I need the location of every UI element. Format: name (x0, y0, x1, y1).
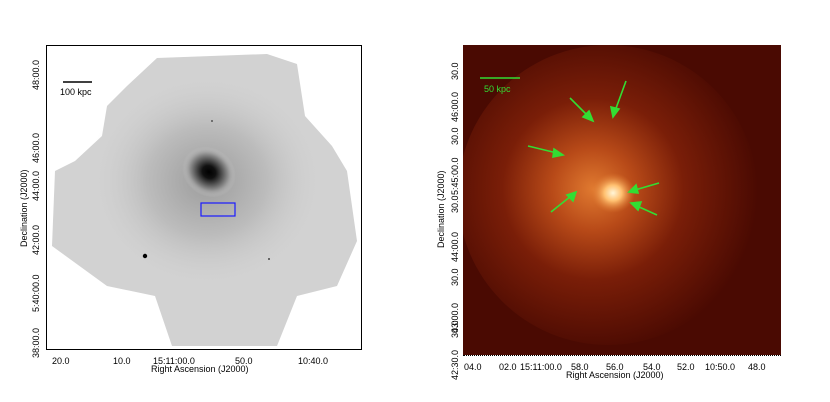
x-tick-label: 56.0 (606, 362, 624, 372)
scale-bar-label: 50 kpc (484, 84, 511, 94)
right-xray-image (463, 45, 781, 355)
x-tick-label: 02.0 (499, 362, 517, 372)
y-tick-label: 30.0 (450, 320, 460, 338)
y-tick-label: 30.0 (450, 195, 460, 213)
x-tick-label: 15:11:00.0 (153, 356, 195, 366)
x-tick-label: 48.0 (748, 362, 766, 372)
left-optical-image (52, 54, 357, 346)
y-tick-label: 42:00.0 (31, 224, 41, 255)
scale-bar-label: 100 kpc (60, 87, 92, 97)
y-tick-label: 38:00.0 (31, 327, 41, 358)
y-tick-label: 44:00.0 (31, 170, 41, 201)
x-tick-label: 52.0 (677, 362, 695, 372)
right-plot-frame: 50 kpc (463, 45, 781, 355)
arrow-icon (629, 201, 658, 216)
y-axis-label: Declination (J2000) (436, 170, 446, 248)
y-tick-label: 48:00.0 (31, 59, 41, 90)
y-tick-label: 5:40:00.0 (31, 274, 41, 312)
y-tick-label: 30.0 (450, 268, 460, 286)
arrow-icon (569, 97, 595, 123)
x-tick-label: 04.0 (464, 362, 482, 372)
y-tick-label: 46:00.0 (31, 132, 41, 163)
x-tick-label: 10:50.0 (705, 362, 736, 372)
y-tick-label: 30.0 (450, 127, 460, 145)
arrow-icon (550, 190, 578, 213)
x-axis-label: Right Ascension (J2000) (151, 364, 249, 374)
right-panel: 50 kpc 04.0 02.0 15:11:00.0 58.0 56.0 54… (415, 0, 830, 402)
arrow-icon (627, 182, 660, 194)
y-tick-label: 44:00.0 (450, 231, 460, 262)
left-plot-frame: 100 kpc (46, 45, 362, 350)
x-tick-label: 10:40.0 (298, 356, 329, 366)
y-tick-label: 30.0 (450, 62, 460, 80)
galaxy-core (182, 146, 236, 198)
y-axis-label: Declination (J2000) (19, 169, 29, 247)
arrow-icon (609, 80, 627, 119)
y-tick-label: 5:45:00.0 (450, 157, 460, 195)
x-tick-label: 15:11:00.0 (520, 362, 562, 372)
arrow-icon (527, 145, 566, 159)
arrows (527, 80, 660, 216)
y-tick-label: 46:00.0 (450, 91, 460, 122)
x-tick-label: 10.0 (113, 356, 131, 366)
x-tick-label: 54.0 (643, 362, 661, 372)
y-tick-label: 42:30.0 (450, 349, 460, 380)
x-tick-label: 58.0 (571, 362, 589, 372)
xray-core (591, 173, 635, 213)
x-tick-label: 50.0 (235, 356, 253, 366)
frame-bottom-edge (463, 355, 781, 356)
x-axis-label: Right Ascension (J2000) (566, 370, 664, 380)
left-panel: 100 kpc 20.0 10.0 15:11:00.0 50.0 10:40.… (19, 45, 362, 374)
region-box (200, 202, 236, 217)
x-tick-label: 20.0 (52, 356, 70, 366)
